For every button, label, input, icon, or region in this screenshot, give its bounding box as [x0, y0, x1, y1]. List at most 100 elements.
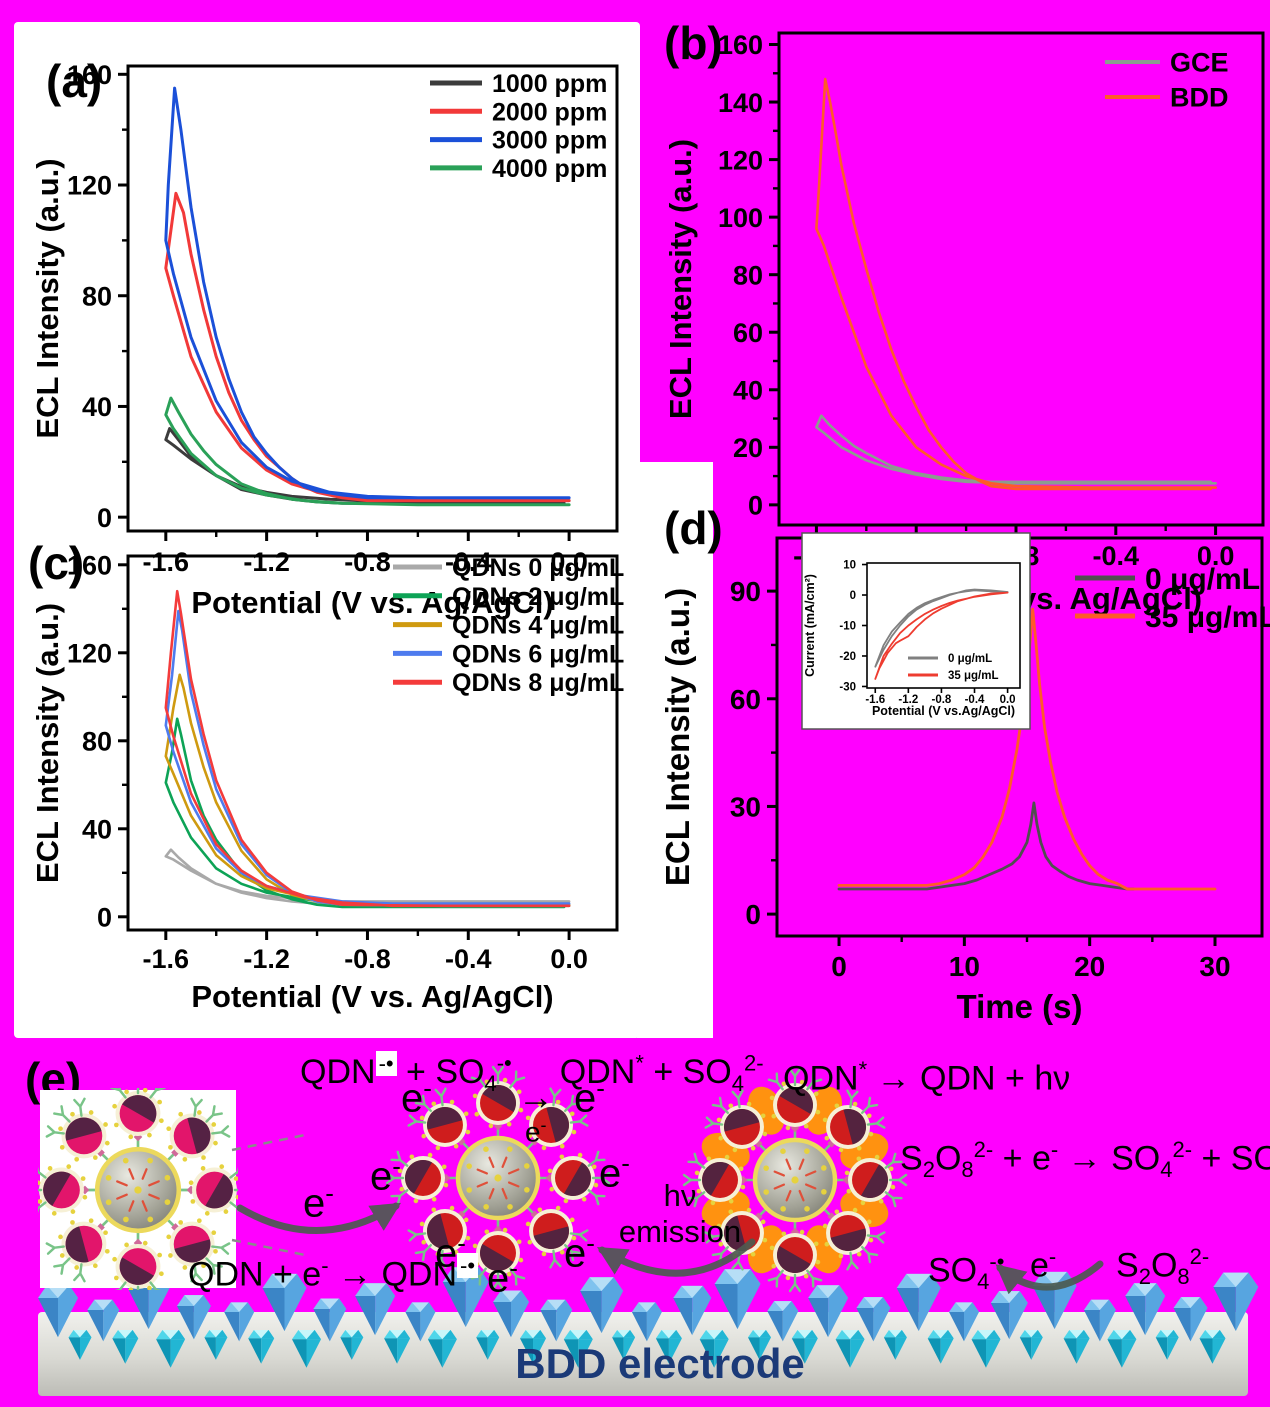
diamond-icon	[384, 1330, 411, 1364]
panel-a-label: (a)	[46, 55, 103, 107]
svg-text:10: 10	[949, 951, 980, 982]
magnify-dash-bottom	[231, 1238, 311, 1258]
legend-label: 0 μg/mL	[948, 653, 992, 665]
svg-text:ECL Intensity (a.u.): ECL Intensity (a.u.)	[663, 139, 698, 419]
svg-text:160: 160	[67, 551, 112, 581]
chart-ecl-vs-time: 0 10 20 30 0 30 60 90 Time (s) ECL Intensity (a.u…	[659, 536, 1270, 1025]
diamond-icon	[156, 1330, 186, 1368]
svg-text:40: 40	[733, 375, 763, 405]
svg-text:30: 30	[1199, 951, 1230, 982]
svg-text:160: 160	[718, 30, 763, 60]
chart-ecl-vs-potential-ppm: -1.6 -1.2 -0.8 -0.4 0.0 0 40 80 120 160 Potential …	[30, 60, 619, 620]
diamond-icon	[714, 1269, 761, 1330]
legend-label: 0 μg/mL	[1145, 563, 1260, 596]
diamond-icon	[248, 1330, 275, 1364]
diamond-icon	[612, 1330, 636, 1360]
diamond-icon	[791, 1330, 818, 1364]
svg-text:-1.2: -1.2	[243, 547, 290, 577]
diamond-icon	[405, 1302, 436, 1342]
equation-reduction: QDN + e- → QDN -•	[188, 1253, 479, 1294]
svg-text:0: 0	[748, 491, 763, 521]
legend-label: GCE	[1170, 48, 1229, 78]
legend-label: 35 μg/mL	[1145, 601, 1270, 634]
diamond-icon	[340, 1330, 364, 1360]
svg-text:Current (mA/cm²): Current (mA/cm²)	[803, 574, 817, 677]
diamond-icon	[835, 1330, 865, 1368]
diamond-icon	[87, 1299, 120, 1342]
diamond-icon	[808, 1285, 849, 1338]
svg-text:160: 160	[67, 60, 112, 90]
svg-text:30: 30	[730, 792, 761, 823]
electron-transfer-arrow	[236, 1202, 402, 1234]
diamond-icon	[540, 1299, 573, 1342]
qdn-structure-initial	[38, 1088, 238, 1290]
diamond-icon	[520, 1330, 546, 1364]
legend-label: 3000 ppm	[492, 127, 607, 155]
electron-label: e-	[599, 1148, 630, 1196]
diamond-icon	[476, 1330, 500, 1360]
hv-emission-arrow	[596, 1238, 756, 1277]
diamond-icon	[927, 1330, 954, 1364]
electron-transfer-label: e-	[1030, 1244, 1057, 1285]
axis-frame	[777, 31, 1265, 527]
svg-text:-1.2: -1.2	[898, 694, 918, 706]
electron-label: e-	[435, 1228, 466, 1276]
d-label-background	[637, 462, 713, 1038]
series-bdd	[815, 77, 1217, 491]
axis-frame	[126, 64, 619, 533]
svg-text:0: 0	[97, 503, 112, 533]
svg-text:Time (s): Time (s)	[957, 988, 1083, 1025]
svg-text:-1.2: -1.2	[243, 944, 290, 974]
svg-text:-1.6: -1.6	[865, 694, 885, 706]
diamond-icon	[896, 1273, 941, 1332]
svg-text:-1.6: -1.6	[143, 944, 190, 974]
svg-text:-1.6: -1.6	[143, 547, 190, 577]
svg-text:Potential (V vs. Ag/AgCl): Potential (V vs. Ag/AgCl)	[191, 585, 553, 620]
diamond-icon	[224, 1302, 255, 1342]
svg-text:Potential (V vs.Ag/AgCl): Potential (V vs.Ag/AgCl)	[872, 704, 1015, 718]
diamond-icon	[262, 1273, 307, 1332]
qdn-structure-excited	[682, 1067, 908, 1293]
svg-text:40: 40	[82, 815, 112, 845]
svg-text:0.0: 0.0	[550, 547, 588, 577]
s2o8-label: S2O82-	[1116, 1244, 1210, 1290]
diamond-icon	[699, 1330, 729, 1368]
series-0-g-ml	[837, 801, 1135, 891]
series-35-g-ml	[874, 591, 1009, 680]
diamond-icon	[856, 1297, 891, 1342]
hv-emission-label: hν emission	[618, 1178, 742, 1249]
diamond-icon	[38, 1285, 78, 1338]
svg-text:40: 40	[82, 392, 112, 422]
electron-label: e-	[487, 1253, 518, 1301]
svg-text:0.0: 0.0	[1197, 541, 1235, 571]
diamond-icon	[204, 1330, 228, 1360]
svg-text:ECL Intensity (a.u.): ECL Intensity (a.u.)	[30, 158, 65, 438]
series-gce	[815, 414, 1217, 485]
legend-label: 4000 ppm	[492, 155, 607, 183]
diamond-icon	[493, 1290, 529, 1338]
so4-radical-label: SO4-•	[928, 1249, 1005, 1295]
legend-label: QDNs 4 μg/mL	[452, 612, 624, 640]
diamond-icon	[1213, 1272, 1259, 1332]
diamond-icon	[427, 1330, 457, 1368]
svg-text:ECL Intensity (a.u.): ECL Intensity (a.u.)	[30, 603, 65, 883]
svg-text:0.0: 0.0	[550, 944, 588, 974]
diamond-icon	[355, 1283, 396, 1336]
persulfate-reduction-arrow	[995, 1260, 1104, 1295]
diamond-icon	[1083, 1299, 1116, 1342]
electron-label: e-	[564, 1228, 595, 1276]
svg-text:-10: -10	[839, 621, 856, 633]
panel-d-label: (d)	[664, 502, 723, 554]
svg-text:-0.4: -0.4	[965, 694, 985, 706]
svg-text:100: 100	[718, 203, 763, 233]
inset-background	[801, 532, 1031, 730]
svg-text:0.0: 0.0	[1000, 694, 1016, 706]
diamond-icon	[292, 1330, 321, 1368]
diamond-icon	[971, 1330, 1001, 1368]
diamond-icon	[1199, 1330, 1226, 1364]
diamond-icon	[580, 1277, 624, 1334]
svg-text:120: 120	[67, 639, 112, 669]
equation-emission: QDN* → QDN + hν	[783, 1057, 1071, 1098]
diamond-icon	[1155, 1330, 1179, 1360]
